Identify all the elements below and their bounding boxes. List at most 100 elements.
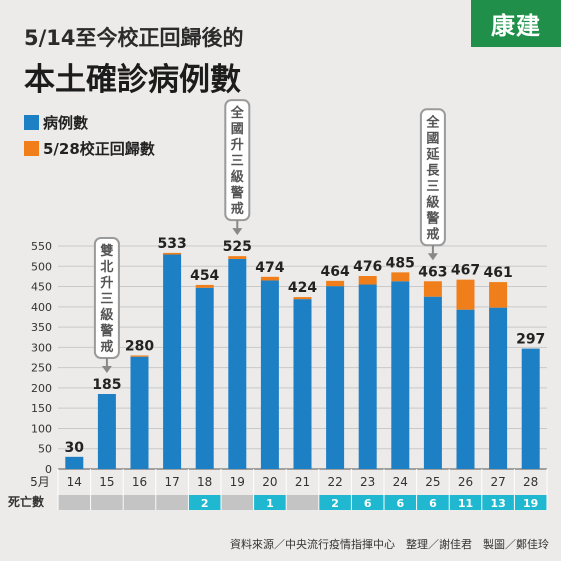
legend-backlog: 5/28校正回歸數 — [24, 138, 155, 159]
bar-total-label: 461 — [483, 265, 512, 281]
bar-total-label: 297 — [516, 332, 545, 348]
bar-cases — [521, 348, 540, 469]
deaths-value: 11 — [458, 497, 473, 510]
bar-total-label: 525 — [223, 239, 252, 255]
deaths-row-label: 死亡數 — [8, 494, 44, 509]
legend-cases: 病例數 — [24, 112, 88, 133]
bar-total-label: 30 — [65, 440, 85, 456]
bar-backlog — [195, 284, 214, 288]
bar-cases — [195, 287, 214, 469]
x-tick-label: 14 — [67, 475, 82, 489]
x-tick-label: 23 — [360, 475, 375, 489]
deaths-value: 1 — [266, 497, 274, 510]
x-tick-label: 26 — [458, 475, 473, 489]
y-tick-label: 100 — [31, 422, 52, 435]
deaths-value: 6 — [429, 497, 437, 510]
brand-logo: 康建 — [471, 0, 561, 47]
y-tick-label: 150 — [31, 402, 52, 415]
deaths-cell — [286, 495, 319, 510]
annotation-text: 全國延長三級警戒 — [425, 114, 440, 242]
x-tick-label: 17 — [164, 475, 179, 489]
legend-swatch-cases — [24, 115, 39, 130]
deaths-cell — [221, 495, 254, 510]
bar-cases — [163, 254, 182, 469]
x-tick-label: 25 — [425, 475, 440, 489]
bar-backlog — [293, 297, 312, 300]
annotation-arrow-head — [232, 228, 243, 236]
bar-cases — [65, 456, 84, 469]
y-tick-label: 300 — [31, 341, 52, 354]
bar-cases — [260, 280, 279, 469]
y-tick-label: 50 — [38, 443, 52, 456]
bar-cases — [489, 307, 508, 469]
x-axis-unit-label: 5月 — [30, 475, 50, 489]
bar-total-label: 185 — [92, 377, 121, 393]
deaths-cell — [482, 495, 514, 510]
bar-total-label: 424 — [288, 280, 317, 296]
annotation-box — [224, 99, 251, 222]
deaths-cell — [254, 495, 286, 510]
bar-total-label: 467 — [451, 263, 480, 279]
bar-total-label: 454 — [190, 268, 219, 284]
y-tick-label: 0 — [45, 463, 52, 476]
deaths-cell — [58, 495, 91, 510]
x-tick-label: 20 — [262, 475, 277, 489]
deaths-cell — [351, 495, 384, 510]
bar-cases — [130, 356, 149, 469]
deaths-cell — [417, 495, 449, 510]
x-tick-label: 15 — [99, 475, 114, 489]
annotation-text: 全國升三級警戒 — [230, 105, 245, 217]
y-tick-label: 250 — [31, 362, 52, 375]
bar-backlog — [326, 280, 345, 287]
bar-backlog — [456, 279, 475, 310]
x-tick-label: 18 — [197, 475, 212, 489]
x-tick-label: 22 — [327, 475, 342, 489]
deaths-cell — [156, 495, 188, 510]
x-tick-label: 28 — [523, 475, 538, 489]
bar-cases — [423, 296, 442, 469]
bar-backlog — [130, 355, 149, 357]
y-tick-label: 500 — [31, 260, 52, 273]
x-tick-label: 19 — [230, 475, 245, 489]
annotation-arrow-head — [427, 253, 438, 261]
source-credit: 資料來源／中央流行疫情指揮中心 整理／謝佳君 製圖／鄭佳玲 — [230, 538, 549, 551]
deaths-cell — [319, 495, 351, 510]
bar-backlog — [163, 252, 182, 255]
deaths-value: 2 — [201, 497, 209, 510]
bar-backlog — [358, 276, 377, 285]
x-tick-label: 16 — [132, 475, 147, 489]
bar-cases — [326, 286, 345, 469]
deaths-cell — [188, 495, 221, 510]
bar-total-label: 485 — [386, 255, 415, 271]
x-tick-label: 21 — [295, 475, 310, 489]
y-tick-label: 200 — [31, 382, 52, 395]
y-tick-label: 550 — [31, 240, 52, 253]
legend-label-backlog: 5/28校正回歸數 — [43, 140, 155, 158]
legend-swatch-backlog — [24, 141, 39, 156]
chart-title-line1: 5/14至今校正回歸後的 — [24, 26, 244, 50]
deaths-cell — [384, 495, 417, 510]
y-tick-label: 350 — [31, 321, 52, 334]
bar-total-label: 476 — [353, 259, 382, 275]
legend-label-cases: 病例數 — [43, 114, 89, 132]
deaths-cell — [123, 495, 156, 510]
x-tick-label: 27 — [490, 475, 505, 489]
annotation-box — [419, 108, 446, 247]
bar-cases — [293, 299, 312, 469]
bar-cases — [228, 258, 247, 469]
deaths-value: 2 — [331, 497, 339, 510]
bar-cases — [391, 281, 410, 469]
deaths-value: 19 — [523, 497, 538, 510]
deaths-cell — [514, 495, 547, 510]
bar-backlog — [228, 256, 247, 259]
bar-total-label: 464 — [320, 264, 349, 280]
annotation-arrow-head — [101, 365, 112, 373]
bar-total-label: 463 — [418, 264, 447, 280]
y-tick-label: 450 — [31, 281, 52, 294]
deaths-value: 13 — [490, 497, 505, 510]
bar-cases — [358, 284, 377, 469]
deaths-cell — [449, 495, 482, 510]
annotation-text: 雙北升三級警戒 — [100, 243, 113, 355]
bar-backlog — [391, 272, 410, 282]
